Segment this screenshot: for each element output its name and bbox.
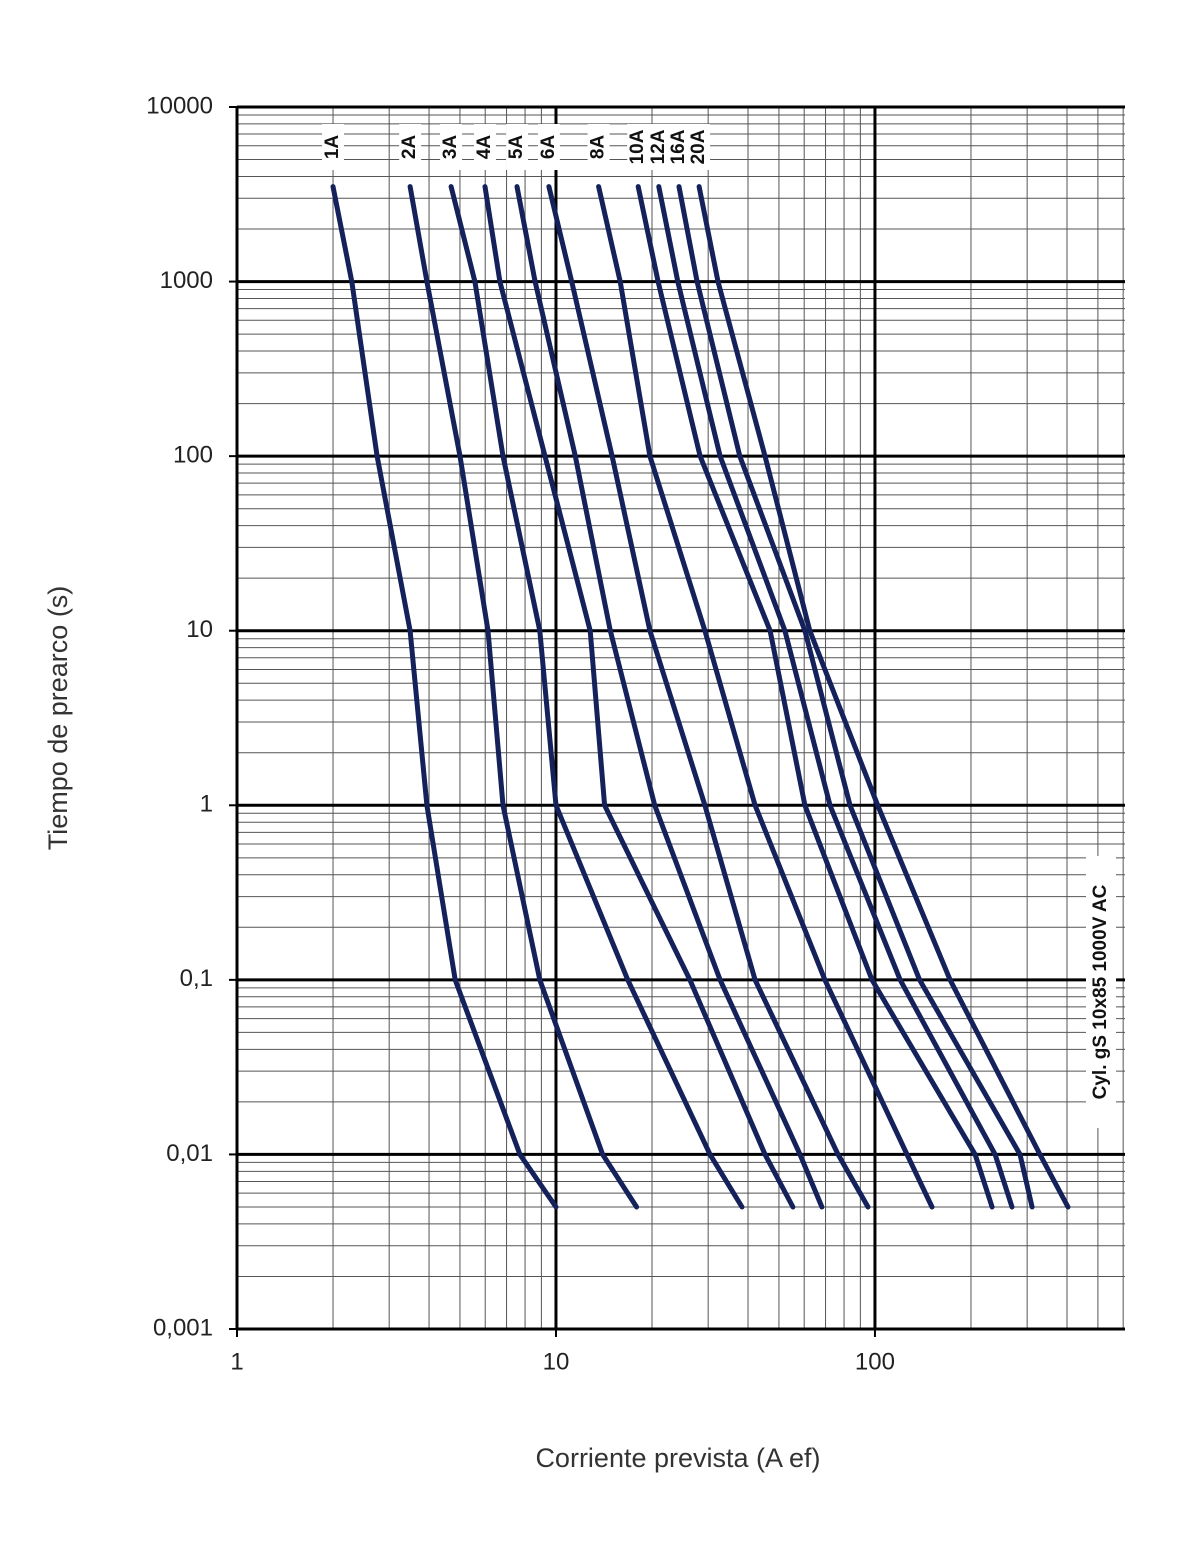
series-label: 4A: [474, 135, 495, 160]
y-tick-label: 0,1: [180, 965, 213, 992]
series-line: [656, 184, 1015, 1210]
y-tick-label: 1000: [160, 267, 213, 294]
series-label-bg: [537, 124, 560, 170]
series-line: [407, 184, 640, 1210]
series-label: 20A: [688, 129, 709, 164]
series-line: [514, 184, 825, 1210]
series-label: 12A: [648, 129, 669, 164]
series-label-bg: [506, 124, 529, 170]
y-tick-label: 0,01: [166, 1140, 213, 1167]
series-line: [696, 184, 1071, 1210]
series-line: [676, 184, 1035, 1210]
y-tick-label: 10: [186, 616, 213, 643]
y-tick-label: 0,001: [153, 1314, 213, 1341]
annotation-bg: [1086, 856, 1116, 1128]
series-line: [596, 184, 935, 1210]
annotation: Cyl. gS 10x85 1000V AC: [1090, 884, 1111, 1099]
series-label: 2A: [399, 135, 420, 160]
y-tick-label: 100: [173, 441, 213, 468]
series-label: 10A: [627, 129, 648, 164]
series-line: [482, 184, 796, 1210]
series-label: 8A: [588, 135, 609, 160]
y-axis-title: Tiempo de prearco (s): [43, 586, 73, 851]
x-tick-label: 10: [543, 1348, 570, 1375]
y-tick-label: 10000: [146, 92, 213, 119]
series-label-bg: [688, 124, 711, 170]
series-line: [330, 184, 559, 1210]
series-label: 5A: [506, 135, 527, 160]
series-label-bg: [473, 124, 496, 170]
series-label-bg: [399, 124, 422, 170]
series-label-bg: [322, 124, 345, 170]
x-tick-label: 1: [230, 1348, 243, 1375]
series-label: 3A: [440, 135, 461, 160]
y-tick-label: 1: [200, 791, 213, 818]
series-label-bg: [440, 124, 463, 170]
series-line: [635, 184, 995, 1210]
series-label-bg: [667, 124, 690, 170]
series-label: 1A: [322, 135, 343, 160]
x-tick-label: 100: [855, 1348, 895, 1375]
series-label: 16A: [668, 129, 689, 164]
series-label: 6A: [538, 135, 559, 160]
series-line: [546, 184, 871, 1210]
x-axis-title: Corriente prevista (A ef): [535, 1443, 820, 1473]
series-label-bg: [627, 124, 650, 170]
series-label-bg: [587, 124, 610, 170]
series-line: [448, 184, 745, 1210]
series-label-bg: [647, 124, 670, 170]
